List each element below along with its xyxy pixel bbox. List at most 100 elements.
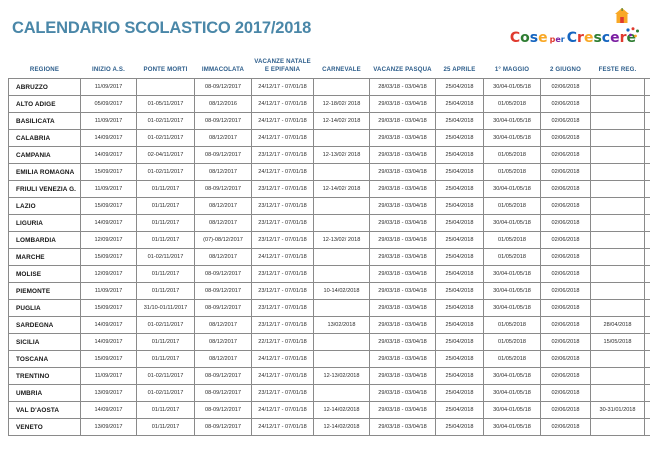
cell-vacanze-pasqua: 29/03/18 - 03/04/18 — [369, 129, 436, 148]
cell-1-maggio: 01/05/2018 — [483, 95, 541, 114]
table-row[interactable]: SICILIA 14/09/2017 01/11/2017 08/12/2017 22/… — [8, 333, 650, 352]
cell-ponte-morti: 01/11/2017 — [136, 180, 195, 199]
cell-fine-as: 07/06/2018 — [644, 163, 650, 182]
cell-vacanze-natale: 24/12/17 - 07/01/18 — [251, 129, 314, 148]
col-header-vacanze-pasqua[interactable]: VACANZE PASQUA — [373, 65, 432, 73]
table-row[interactable]: LOMBARDIA 12/09/2017 01/11/2017 (07)-08/12/… — [8, 231, 650, 250]
cell-2-giugno: 02/06/2018 — [540, 112, 591, 131]
cell-1-maggio: 01/05/2018 — [483, 163, 541, 182]
cell-1-maggio: 30/04-01/05/18 — [483, 282, 541, 301]
cell-vacanze-natale: 23/12/17 - 07/01/18 — [251, 299, 314, 318]
cell-1-maggio: 01/05/2018 — [483, 333, 541, 352]
cell-inizio-as: 15/09/2017 — [80, 350, 137, 369]
cell-regione: PUGLIA — [8, 299, 81, 318]
col-header-1-maggio[interactable]: 1° MAGGIO — [494, 65, 530, 73]
cell-inizio-as: 14/09/2017 — [80, 401, 137, 420]
cell-1-maggio: 01/05/2018 — [483, 146, 541, 165]
cell-regione: VAL D'AOSTA — [8, 401, 81, 420]
cell-feste-reg — [590, 367, 645, 386]
cell-2-giugno: 02/06/2018 — [540, 384, 591, 403]
cell-inizio-as: 12/09/2017 — [80, 231, 137, 250]
cell-fine-as: 08/06/2018 — [644, 248, 650, 267]
col-header-inizio-as[interactable]: INIZIO A.S. — [92, 65, 125, 73]
cell-1-maggio: 30/04-01/05/18 — [483, 384, 541, 403]
col-header-vacanze-natale[interactable]: VACANZE NATALE E EPIFANIA — [254, 58, 311, 73]
cell-regione: CALABRIA — [8, 129, 81, 148]
table-row[interactable]: CAMPANIA 14/09/2017 02-04/11/2017 08-09/12/… — [8, 146, 650, 165]
table-row[interactable]: TOSCANA 15/09/2017 01/11/2017 08/12/2017 24/… — [8, 350, 650, 369]
table-row[interactable]: SARDEGNA 14/09/2017 01-02/11/2017 08/12/201… — [8, 316, 650, 335]
cell-feste-reg — [590, 163, 645, 182]
table-row[interactable]: PUGLIA 15/09/2017 31/10-01/11/2017 08-09/12… — [8, 299, 650, 318]
cell-vacanze-pasqua: 29/03/18 - 03/04/18 — [369, 265, 436, 284]
cell-immacolata: 08-09/12/2017 — [194, 112, 252, 131]
table-row[interactable]: ABRUZZO 11/09/2017 08-09/12/2017 24/12/17 -… — [8, 78, 650, 97]
cell-ponte-morti: 01-02/11/2017 — [136, 129, 195, 148]
cell-25-aprile: 25/04/2018 — [435, 282, 484, 301]
site-logo[interactable]: Cose per Crescere — [510, 8, 640, 45]
cell-25-aprile: 25/04/2018 — [435, 418, 484, 437]
cell-fine-as: 09/06/2018 — [644, 129, 650, 148]
table-row[interactable]: MARCHE 15/09/2017 01-02/11/2017 08/12/2017 2… — [8, 248, 650, 267]
cell-immacolata: 08/12/2017 — [194, 214, 252, 233]
cell-ponte-morti: 01-02/11/2017 — [136, 248, 195, 267]
cell-vacanze-natale: 24/12/17 - 07/01/18 — [251, 112, 314, 131]
col-header-immacolata[interactable]: IMMACOLATA — [201, 65, 245, 73]
cell-feste-reg: 30-31/01/2018 — [590, 401, 645, 420]
cell-2-giugno: 02/06/2018 — [540, 78, 591, 97]
cell-fine-as: 07/06/2018 — [644, 367, 650, 386]
table-row[interactable]: LAZIO 15/09/2017 01/11/2017 08/12/2017 23/12… — [8, 197, 650, 216]
table-row[interactable]: MOLISE 12/09/2017 01/11/2017 08-09/12/2017 2… — [8, 265, 650, 284]
cell-vacanze-natale: 23/12/17 - 07/01/18 — [251, 180, 314, 199]
cell-ponte-morti: 01/11/2017 — [136, 231, 195, 250]
table-row[interactable]: LIGURIA 14/09/2017 01/11/2017 08/12/2017 23/… — [8, 214, 650, 233]
cell-immacolata: 08-09/12/2017 — [194, 146, 252, 165]
cell-ponte-morti: 01/11/2017 — [136, 333, 195, 352]
cell-feste-reg — [590, 112, 645, 131]
col-header-25-aprile[interactable]: 25 APRILE — [443, 65, 476, 73]
table-row[interactable]: PIEMONTE 11/09/2017 01/11/2017 08-09/12/201… — [8, 282, 650, 301]
cell-25-aprile: 25/04/2018 — [435, 367, 484, 386]
table-row[interactable]: BASILICATA 11/09/2017 01-02/11/2017 08-09/1… — [8, 112, 650, 131]
table-row[interactable]: FRIULI VENEZIA G. 11/09/2017 01/11/2017 08-… — [8, 180, 650, 199]
cell-carnevale: 12-13/02/ 2018 — [313, 231, 370, 250]
col-header-feste-reg[interactable]: FESTE REG. — [598, 65, 637, 73]
table-row[interactable]: VENETO 13/09/2017 01/11/2017 08-09/12/2017 2… — [8, 418, 650, 437]
cell-vacanze-pasqua: 29/03/18 - 03/04/18 — [369, 214, 436, 233]
cell-2-giugno: 02/06/2018 — [540, 95, 591, 114]
cell-carnevale: 12-14/02/ 2018 — [313, 112, 370, 131]
cell-feste-reg — [590, 418, 645, 437]
cell-vacanze-pasqua: 29/03/18 - 03/04/18 — [369, 248, 436, 267]
cell-vacanze-natale: 23/12/17 - 07/01/18 — [251, 214, 314, 233]
cell-ponte-morti: 01-05/11/2017 — [136, 95, 195, 114]
cell-fine-as: 09/06/2018 — [644, 146, 650, 165]
cell-inizio-as: 14/09/2017 — [80, 316, 137, 335]
cell-fine-as: 09/06/2018 — [644, 418, 650, 437]
table-row[interactable]: CALABRIA 14/09/2017 01-02/11/2017 08/12/201… — [8, 129, 650, 148]
table-row[interactable]: VAL D'AOSTA 14/09/2017 01/11/2017 08-09/12/… — [8, 401, 650, 420]
col-header-ponte-morti[interactable]: PONTE MORTI — [143, 65, 188, 73]
table-row[interactable]: ALTO ADIGE 05/09/2017 01-05/11/2017 08/12/2… — [8, 95, 650, 114]
cell-fine-as: 13/06/2018 — [644, 180, 650, 199]
table-row[interactable]: TRENTINO 11/09/2017 01-02/11/2017 08-09/12/… — [8, 367, 650, 386]
col-header-carnevale[interactable]: CARNEVALE — [322, 65, 361, 73]
table-row[interactable]: UMBRIA 13/09/2017 01-02/11/2017 08-09/12/20… — [8, 384, 650, 403]
cell-carnevale: 12-13/02/ 2018 — [313, 146, 370, 165]
cell-vacanze-natale: 23/12/17 - 07/01/18 — [251, 146, 314, 165]
col-header-fine-as[interactable]: FINE A.S. — [645, 56, 650, 79]
cell-carnevale: 10-14/02/2018 — [313, 282, 370, 301]
cell-inizio-as: 14/09/2017 — [80, 129, 137, 148]
cell-vacanze-pasqua: 29/03/18 - 03/04/18 — [369, 180, 436, 199]
col-header-regione[interactable]: REGIONE — [29, 65, 60, 73]
cell-2-giugno: 02/06/2018 — [540, 282, 591, 301]
cell-ponte-morti: 01-02/11/2017 — [136, 112, 195, 131]
cell-vacanze-pasqua: 29/03/18 - 03/04/18 — [369, 350, 436, 369]
col-header-2-giugno[interactable]: 2 GIUGNO — [550, 65, 581, 73]
cell-vacanze-natale: 24/12/17 - 07/01/18 — [251, 350, 314, 369]
cell-vacanze-pasqua: 29/03/18 - 03/04/18 — [369, 299, 436, 318]
cell-carnevale — [313, 265, 370, 284]
cell-feste-reg — [590, 129, 645, 148]
cell-2-giugno: 02/06/2018 — [540, 367, 591, 386]
cell-fine-as: 12/06/2018 — [644, 214, 650, 233]
table-row[interactable]: EMILIA ROMAGNA 15/09/2017 01-02/11/2017 08/… — [8, 163, 650, 182]
